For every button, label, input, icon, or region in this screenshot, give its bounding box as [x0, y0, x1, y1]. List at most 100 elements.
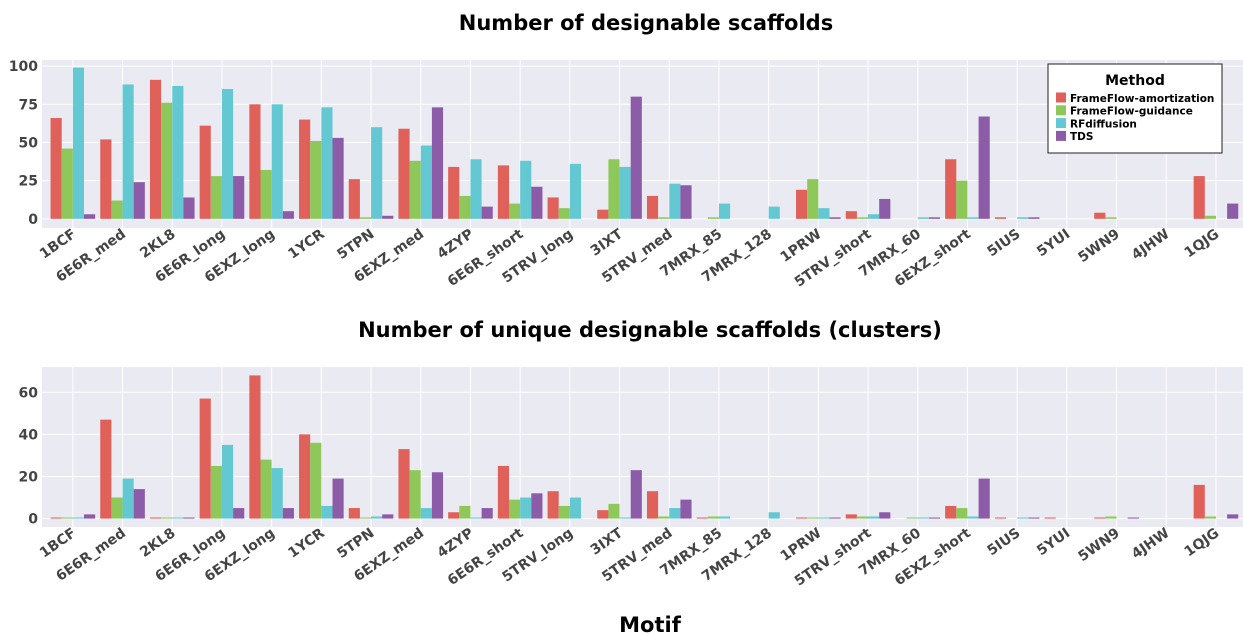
bar-5WN9-FrameFlow-guidance [1105, 217, 1117, 219]
bar-2KL8-TDS [183, 197, 195, 219]
bar-3IXT-FrameFlow-amortization [597, 209, 609, 219]
x-axis-label: Motif [619, 613, 682, 634]
x-tick-label: 4ZYP [435, 226, 477, 262]
bar-7MRX_60-TDS [928, 217, 941, 219]
bar-4ZYP-FrameFlow-amortization [448, 512, 460, 519]
bar-5TRV_short-FrameFlow-guidance [856, 217, 869, 219]
bar-5IUS-FrameFlow-amortization [994, 517, 1006, 519]
bar-6E6R_med-TDS [133, 182, 145, 219]
bar-1BCF-RFdiffusion [72, 517, 84, 519]
chart-legend: Method FrameFlow-amortizationFrameFlow-g… [1047, 63, 1223, 154]
bar-6EXZ_short-RFdiffusion [967, 516, 979, 519]
bar-5WN9-FrameFlow-amortization [1094, 212, 1106, 219]
bar-5TPN-RFdiffusion [371, 516, 383, 519]
bar-6E6R_long-FrameFlow-guidance [210, 465, 222, 519]
chart-2-y-ticks: 0 20 40 60 [19, 385, 39, 527]
bar-5TPN-FrameFlow-guidance [359, 217, 372, 219]
legend-swatch [1056, 118, 1066, 129]
bar-4ZYP-TDS [481, 206, 493, 219]
bar-6E6R_med-FrameFlow-guidance [111, 497, 123, 519]
bar-4ZYP-FrameFlow-amortization [448, 166, 460, 219]
bar-1QJG-FrameFlow-guidance [1204, 516, 1216, 519]
bar-1QJG-TDS [1227, 203, 1239, 219]
bar-5WN9-FrameFlow-guidance [1105, 516, 1117, 519]
chart-2-plot-area [42, 367, 1243, 527]
bar-7MRX_85-FrameFlow-guidance [707, 217, 719, 219]
bar-5IUS-RFdiffusion [1017, 217, 1029, 219]
x-tick-label: 1QJG [1182, 226, 1223, 261]
bar-3IXT-RFdiffusion [619, 517, 631, 519]
bar-6EXZ_short-FrameFlow-guidance [956, 180, 968, 219]
bar-5TPN-RFdiffusion [371, 127, 383, 219]
x-tick-label: 5WN9 [1075, 226, 1122, 266]
bar-1YCR-FrameFlow-guidance [310, 140, 322, 219]
bar-2KL8-RFdiffusion [172, 517, 184, 519]
bar-5TRV_long-FrameFlow-amortization [547, 491, 559, 519]
bar-6E6R_short-TDS [531, 493, 543, 519]
bar-6E6R_med-FrameFlow-amortization [100, 139, 112, 219]
bar-7MRX_60-RFdiffusion [917, 217, 929, 219]
x-tick-label: 5IUS [984, 226, 1023, 260]
bar-3IXT-RFdiffusion [619, 166, 631, 219]
bar-1PRW-FrameFlow-guidance [807, 179, 819, 219]
bar-6EXZ_med-TDS [431, 472, 444, 519]
x-tick-label: 2KL8 [137, 525, 178, 561]
bar-6E6R_med-RFdiffusion [122, 84, 134, 219]
bar-5TRV_med-FrameFlow-amortization [646, 491, 659, 519]
bar-7MRX_85-FrameFlow-guidance [707, 516, 719, 519]
bar-7MRX_60-FrameFlow-guidance [906, 517, 918, 519]
bar-5TRV_med-FrameFlow-guidance [658, 516, 670, 519]
bar-5TRV_med-FrameFlow-guidance [658, 217, 670, 219]
legend-swatch [1056, 130, 1066, 141]
bar-6E6R_short-FrameFlow-guidance [509, 203, 521, 219]
bar-1PRW-FrameFlow-amortization [796, 189, 808, 219]
bar-5TRV_med-TDS [680, 185, 692, 219]
bar-5TRV_short-RFdiffusion [868, 516, 880, 519]
bar-7MRX_60-RFdiffusion [917, 517, 929, 519]
bar-4ZYP-RFdiffusion [470, 517, 482, 519]
bar-5TRV_med-FrameFlow-amortization [646, 195, 659, 219]
bar-5TRV_long-FrameFlow-guidance [558, 505, 570, 519]
bar-6EXZ_long-TDS [282, 508, 294, 519]
bar-6E6R_long-RFdiffusion [221, 444, 234, 519]
y-tick-label: 60 [19, 385, 39, 401]
bar-6E6R_med-RFdiffusion [122, 478, 134, 519]
bar-1YCR-FrameFlow-amortization [299, 434, 311, 519]
chart-2-bars [50, 375, 1239, 519]
bar-7MRX_85-FrameFlow-amortization [696, 517, 708, 519]
bar-5IUS-TDS [1028, 517, 1040, 519]
bar-6E6R_long-FrameFlow-amortization [199, 125, 211, 219]
y-tick-label: 0 [28, 212, 38, 228]
bar-1YCR-TDS [332, 137, 344, 219]
bar-6E6R_long-TDS [233, 176, 245, 219]
chart-1-bars [50, 67, 1239, 219]
bar-6EXZ_med-FrameFlow-guidance [409, 160, 421, 219]
bar-5TRV_long-FrameFlow-guidance [558, 208, 570, 219]
x-tick-label: 4JHW [1129, 525, 1173, 562]
bar-5TRV_long-FrameFlow-amortization [547, 197, 559, 219]
x-tick-label: 5TPN [334, 525, 377, 562]
bar-6E6R_med-FrameFlow-amortization [100, 419, 112, 519]
x-tick-label: 4JHW [1129, 226, 1173, 263]
bar-6E6R_short-FrameFlow-guidance [509, 499, 521, 519]
bar-5TRV_med-RFdiffusion [669, 183, 681, 219]
bar-5WN9-TDS [1127, 517, 1139, 519]
bar-6E6R_short-RFdiffusion [520, 160, 532, 219]
bar-2KL8-RFdiffusion [172, 85, 184, 219]
bar-5IUS-TDS [1028, 217, 1040, 219]
bar-6EXZ_med-FrameFlow-amortization [398, 128, 410, 219]
bar-2KL8-FrameFlow-amortization [149, 79, 162, 219]
legend-label: TDS [1070, 131, 1093, 143]
x-tick-label: 5WN9 [1075, 525, 1122, 565]
bar-1QJG-FrameFlow-guidance [1204, 215, 1216, 219]
x-tick-label: 5TPN [334, 226, 377, 263]
bar-6EXZ_short-TDS [978, 478, 990, 519]
bar-5YUI-FrameFlow-amortization [1044, 517, 1056, 519]
y-tick-label: 50 [19, 135, 39, 151]
bar-5TPN-FrameFlow-amortization [348, 508, 360, 519]
bar-6EXZ_med-RFdiffusion [420, 508, 432, 519]
legend-swatch [1056, 105, 1066, 116]
bar-1BCF-RFdiffusion [72, 67, 84, 219]
bar-1BCF-FrameFlow-guidance [61, 517, 73, 519]
bar-7MRX_128-RFdiffusion [768, 206, 780, 219]
